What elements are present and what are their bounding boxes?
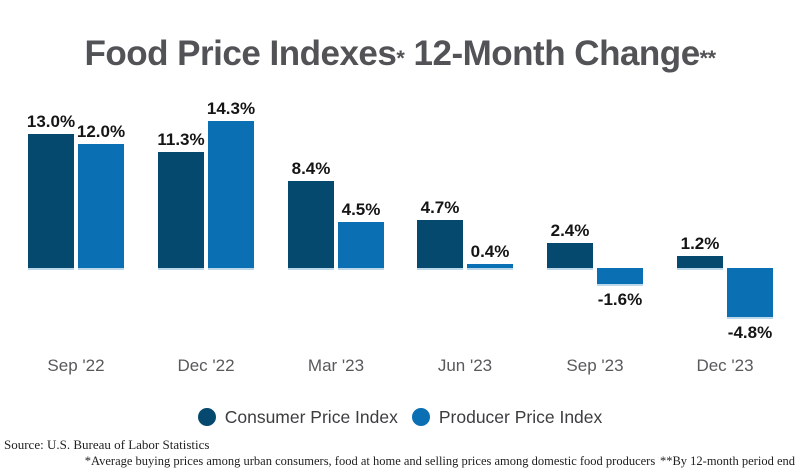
bar-value-label-consumer-price-index-sep-23: 2.4% [550,221,590,240]
bar-producer-price-index-dec-23 [727,268,773,319]
legend-entry-producer-price-index: Producer Price Index [411,406,603,428]
chart-title-text: Food Price Indexes [84,34,397,73]
bar-value-label-consumer-price-index-dec-23: 1.2% [680,234,720,253]
x-axis-label-sep-22: Sep '22 [47,356,105,375]
bar-value-label-producer-price-index-dec-23: -4.8% [727,323,773,342]
x-axis-label-sep-23: Sep '23 [566,356,624,375]
bar-value-label-producer-price-index-sep-23: -1.6% [597,290,643,309]
x-axis-label-dec-22: Dec '22 [177,356,235,375]
legend-label-producer-price-index: Producer Price Index [438,406,603,427]
bar-consumer-price-index-sep-22 [28,134,74,270]
bar-consumer-price-index-dec-22 [158,152,204,270]
bar-value-label-consumer-price-index-mar-23: 8.4% [291,159,331,178]
legend: Consumer Price Index Producer Price Inde… [0,404,800,430]
chart-title-footnote-marker: * [396,45,405,70]
bar-value-label-consumer-price-index-sep-22: 13.0% [26,112,76,131]
bar-producer-price-index-jun-23 [467,264,513,270]
bar-value-label-consumer-price-index-dec-22: 11.3% [157,130,205,149]
legend-label-consumer-price-index: Consumer Price Index [224,406,398,427]
legend-marker-consumer-price-index-icon [197,408,216,426]
chart-title-text-2: 12-Month Change [404,34,701,73]
chart-title-footnote-marker-2: ** [699,45,716,70]
bar-consumer-price-index-sep-23 [547,243,593,270]
bar-value-label-producer-price-index-sep-22: 12.0% [76,122,126,141]
footnote-definitions: *Average buying prices among urban consu… [84,454,656,468]
footnote-period: **By 12-month period end [659,454,795,468]
source-note: Source: U.S. Bureau of Labor Statistics [4,437,210,452]
legend-marker-producer-price-index-icon [411,408,430,426]
bar-producer-price-index-dec-22 [208,121,254,270]
x-axis-label-dec-23: Dec '23 [696,356,754,375]
x-axis-label-jun-23: Jun '23 [437,356,493,375]
bar-consumer-price-index-jun-23 [417,220,463,270]
bar-consumer-price-index-dec-23 [677,256,723,270]
bar-producer-price-index-sep-23 [597,268,643,286]
bar-value-label-producer-price-index-mar-23: 4.5% [341,200,381,219]
bar-value-label-producer-price-index-dec-22: 14.3% [206,99,256,118]
bar-value-label-consumer-price-index-jun-23: 4.7% [420,198,460,217]
bar-consumer-price-index-mar-23 [288,181,334,270]
bar-producer-price-index-mar-23 [338,222,384,270]
chart-title: Food Price Indexes* 12-Month Change** [0,34,800,74]
x-axis-label-mar-23: Mar '23 [307,356,365,375]
bar-producer-price-index-sep-22 [78,144,124,270]
legend-entry-consumer-price-index: Consumer Price Index [197,406,398,428]
bar-value-label-producer-price-index-jun-23: 0.4% [470,242,510,261]
